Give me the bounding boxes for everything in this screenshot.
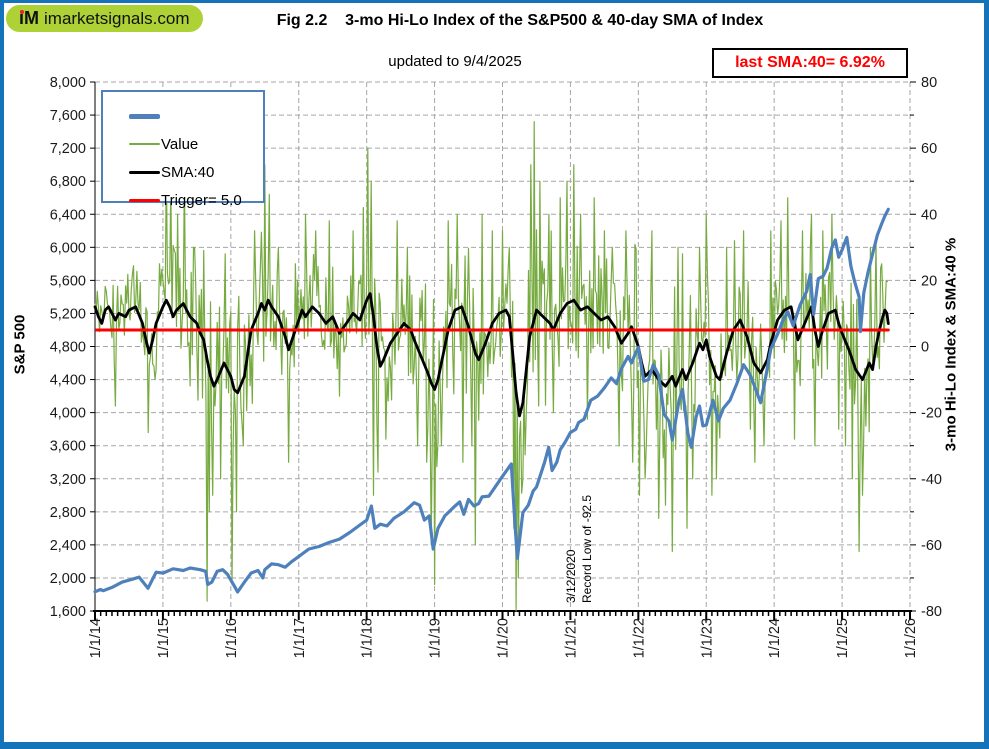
page-border-top bbox=[0, 0, 989, 3]
annotation-date: 3/12/2020 bbox=[564, 549, 578, 603]
tick-labels: 1,600 2,000 2,400 2,800 3,200 3,600 4,000 4,400… bbox=[50, 75, 942, 658]
svg-text:1/1/19: 1/1/19 bbox=[428, 618, 444, 658]
svg-text:4,400: 4,400 bbox=[50, 373, 86, 389]
hi-lo-index-chart: 1,600 2,000 2,400 2,800 3,200 3,600 4,000 4,400… bbox=[50, 75, 942, 658]
svg-text:1,600: 1,600 bbox=[50, 604, 86, 620]
legend-item-value: Value bbox=[103, 130, 263, 158]
legend-line-value bbox=[129, 143, 160, 145]
chart-legend: Value SMA:40 Trigger= 5.0 bbox=[101, 90, 265, 209]
legend-line-trigger bbox=[129, 198, 160, 202]
figure-title: Fig 2.2 3-mo Hi-Lo Index of the S&P500 &… bbox=[276, 12, 764, 29]
svg-text:2,800: 2,800 bbox=[50, 505, 86, 521]
svg-text:5,200: 5,200 bbox=[50, 306, 86, 322]
svg-text:1/1/14: 1/1/14 bbox=[88, 618, 104, 658]
imarketsignals-logo: iM imarketsignals.com bbox=[6, 5, 203, 32]
svg-text:4,000: 4,000 bbox=[50, 406, 86, 422]
svg-text:8,000: 8,000 bbox=[50, 75, 86, 91]
svg-text:7,600: 7,600 bbox=[50, 108, 86, 124]
svg-text:1/1/23: 1/1/23 bbox=[699, 618, 715, 658]
svg-text:7,200: 7,200 bbox=[50, 141, 86, 157]
series-sp500 bbox=[93, 207, 890, 594]
svg-text:40: 40 bbox=[921, 207, 937, 223]
logo-domain-text: imarketsignals.com bbox=[44, 8, 190, 28]
svg-text:-20: -20 bbox=[921, 406, 942, 422]
svg-text:6,000: 6,000 bbox=[50, 240, 86, 256]
svg-text:1/1/16: 1/1/16 bbox=[224, 618, 240, 658]
svg-text:20: 20 bbox=[921, 273, 937, 289]
svg-text:1/1/24: 1/1/24 bbox=[767, 618, 783, 658]
page-border-right bbox=[984, 0, 989, 749]
svg-text:3,600: 3,600 bbox=[50, 439, 86, 455]
svg-text:-40: -40 bbox=[921, 472, 942, 488]
svg-text:1/1/22: 1/1/22 bbox=[631, 618, 647, 658]
last-sma-value-badge: last SMA:40= 6.92% bbox=[712, 48, 908, 78]
logo-red-dot-icon bbox=[19, 10, 24, 14]
svg-text:0: 0 bbox=[921, 340, 929, 356]
svg-text:-60: -60 bbox=[921, 538, 942, 554]
svg-text:6,800: 6,800 bbox=[50, 174, 86, 190]
series-value bbox=[94, 121, 888, 612]
svg-text:2,400: 2,400 bbox=[50, 538, 86, 554]
legend-line-sma40 bbox=[129, 170, 160, 174]
svg-text:1/1/15: 1/1/15 bbox=[156, 618, 172, 658]
svg-text:60: 60 bbox=[921, 141, 937, 157]
annotation-record-low: Record Low of -92.5 bbox=[580, 495, 594, 603]
svg-text:80: 80 bbox=[921, 75, 937, 91]
updated-date-label: updated to 9/4/2025 bbox=[388, 53, 522, 70]
svg-text:4,800: 4,800 bbox=[50, 340, 86, 356]
svg-text:3,200: 3,200 bbox=[50, 472, 86, 488]
legend-item-sma40: SMA:40 bbox=[103, 158, 263, 186]
record-low-annotation: 3/12/2020 Record Low of -92.5 bbox=[564, 495, 594, 603]
logo-im-mark: iM bbox=[19, 8, 39, 28]
svg-text:1/1/18: 1/1/18 bbox=[360, 618, 376, 658]
svg-text:1/1/17: 1/1/17 bbox=[292, 618, 308, 658]
svg-text:1/1/20: 1/1/20 bbox=[496, 618, 512, 658]
page-border-bottom bbox=[0, 742, 989, 749]
axes bbox=[90, 81, 916, 620]
page-border-left bbox=[0, 0, 4, 749]
legend-item-sp500 bbox=[103, 102, 263, 130]
svg-text:1/1/25: 1/1/25 bbox=[835, 618, 851, 658]
series-sma40 bbox=[93, 292, 890, 418]
svg-text:2,000: 2,000 bbox=[50, 571, 86, 587]
svg-text:5,600: 5,600 bbox=[50, 273, 86, 289]
legend-item-trigger: Trigger= 5.0 bbox=[103, 186, 263, 214]
legend-line-sp500 bbox=[129, 113, 160, 119]
svg-text:1/1/21: 1/1/21 bbox=[563, 618, 579, 658]
svg-text:-80: -80 bbox=[921, 604, 942, 620]
svg-text:1/1/26: 1/1/26 bbox=[903, 618, 919, 658]
svg-text:6,400: 6,400 bbox=[50, 207, 86, 223]
